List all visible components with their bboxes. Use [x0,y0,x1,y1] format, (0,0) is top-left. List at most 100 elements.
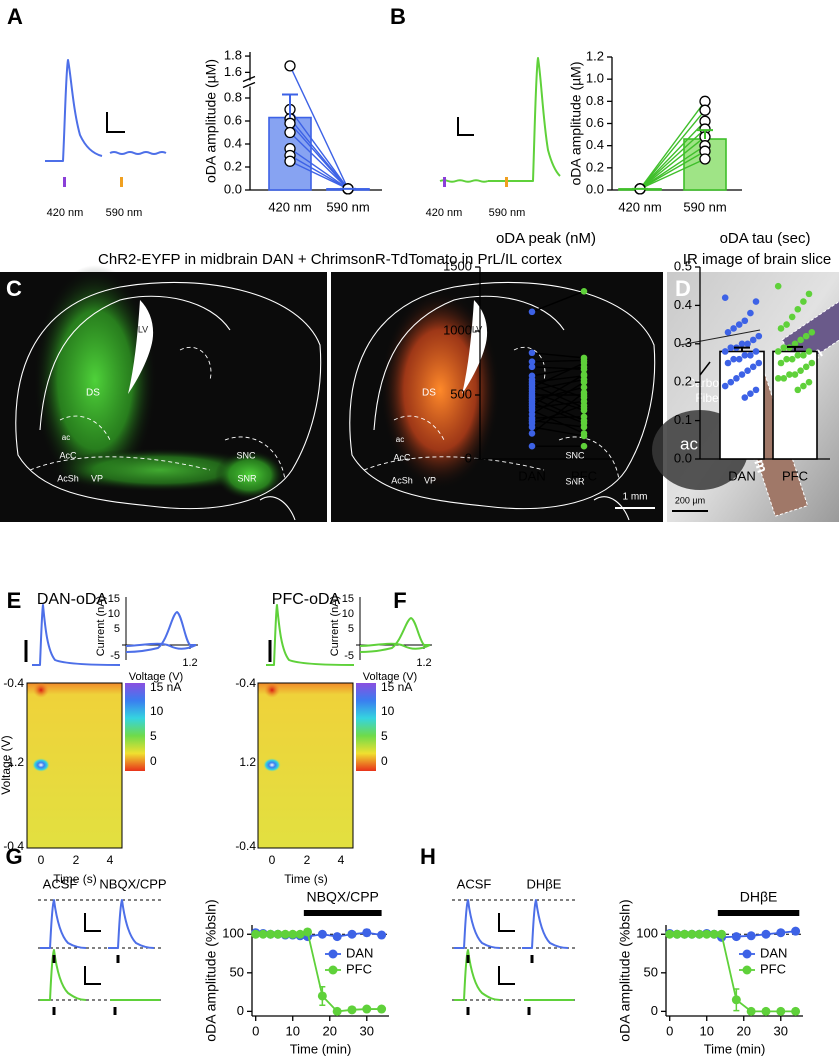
pair-line [531,378,585,391]
y-axis-label: oDA amplitude (µM) [203,59,219,183]
pair-line [531,426,585,437]
data-point [777,325,785,332]
tick-label: 10 [150,704,164,718]
pair-line [639,128,706,190]
tick-label: 10 [108,608,120,620]
x-axis-label: Time (min) [704,1041,766,1056]
y-tick-label: 0.0 [224,181,242,196]
stim-label: 420 nm [426,207,463,219]
scale-label: 1 mm [623,492,648,503]
data-point [284,126,296,139]
stim-label: 420 nm [47,207,84,219]
x-tick-label: DAN [518,468,545,483]
data-point [749,336,757,344]
cv-curve [359,617,431,653]
pair-line [639,158,706,190]
annotation: Fiber [695,391,722,405]
data-point [774,282,782,290]
trace [40,949,87,1001]
data-point [802,363,810,371]
panel-letter: G [5,844,22,869]
fluorescence [33,265,157,495]
y-axis-label: oDA amplitude (%bsln) [617,899,633,1041]
data-point [738,371,746,378]
stim-mark [120,177,123,187]
pair-line [639,136,706,190]
pair-line [531,359,585,363]
data-point [303,927,313,937]
y-tick-label: 0.2 [224,158,242,173]
x-tick-label: 0 [252,1023,259,1038]
data-point [783,321,790,328]
data-point [251,929,261,939]
data-point [747,390,754,398]
tick-label: 10 [342,608,354,620]
data-point [721,348,729,355]
data-point [755,332,763,340]
data-point [295,929,305,939]
trace [439,179,489,183]
data-point [280,929,290,939]
x-tick-label: 0 [666,1023,673,1038]
data-point [528,349,536,357]
data-point [735,321,743,328]
panel-letter: B [390,4,406,29]
colorbar [356,683,376,771]
tick-label: 1.2 [182,657,197,669]
trace [266,604,355,666]
x-tick-label: 420 nm [618,199,661,214]
data-point [528,442,536,450]
y-axis-label: oDA amplitude (%bsln) [203,899,219,1041]
panel-title: IR image of brain slice [683,251,831,268]
data-point [362,928,372,938]
axis-label: Voltage (V) [363,671,417,683]
axis-label: Current (nA) [329,596,341,657]
data-point [699,104,711,116]
data-point [284,155,296,167]
data-point [747,309,754,317]
data-point [752,348,760,355]
trace [108,899,155,949]
cv-curve [125,611,197,653]
scale-bar [84,913,101,985]
stim-mark [505,177,508,187]
stim-mark [63,177,66,187]
data-point [580,432,588,440]
axis-label: Time (s) [53,872,97,886]
data-point [528,358,536,366]
tick-label: 15 [342,593,354,605]
pair-line [639,100,706,190]
pair-line [531,366,585,377]
y-tick-label: 0.4 [224,135,242,150]
data-point [580,423,588,431]
y-tick-label: 1.2 [586,48,604,63]
data-point [752,298,760,305]
h-traces [452,899,576,1015]
g-traces [38,899,162,1015]
y-tick-label: 0.2 [674,374,692,389]
legend-marker [742,965,752,975]
trace [45,59,103,162]
y-tick-label: 0 [237,1003,244,1018]
pair-line [531,381,585,415]
data-point [717,929,727,939]
data-point [580,378,588,386]
condition-label: DHβE [527,876,562,891]
data-point [788,313,796,321]
scale-bar [498,913,515,985]
y-tick-label: 0.6 [224,112,242,127]
data-point [733,375,740,382]
heatmap-hot [264,682,280,698]
data-point [802,332,810,340]
data-point [800,352,807,359]
stim-mark [466,955,534,1015]
inset-axes [122,597,198,660]
data-point [347,929,357,939]
bar [719,350,765,460]
x-tick-label: 590 nm [683,199,726,214]
tick-label: -0.4 [3,839,24,853]
data-point [258,929,268,939]
image-label: VP [91,473,103,483]
data-point [800,382,807,390]
e-left [24,597,198,849]
